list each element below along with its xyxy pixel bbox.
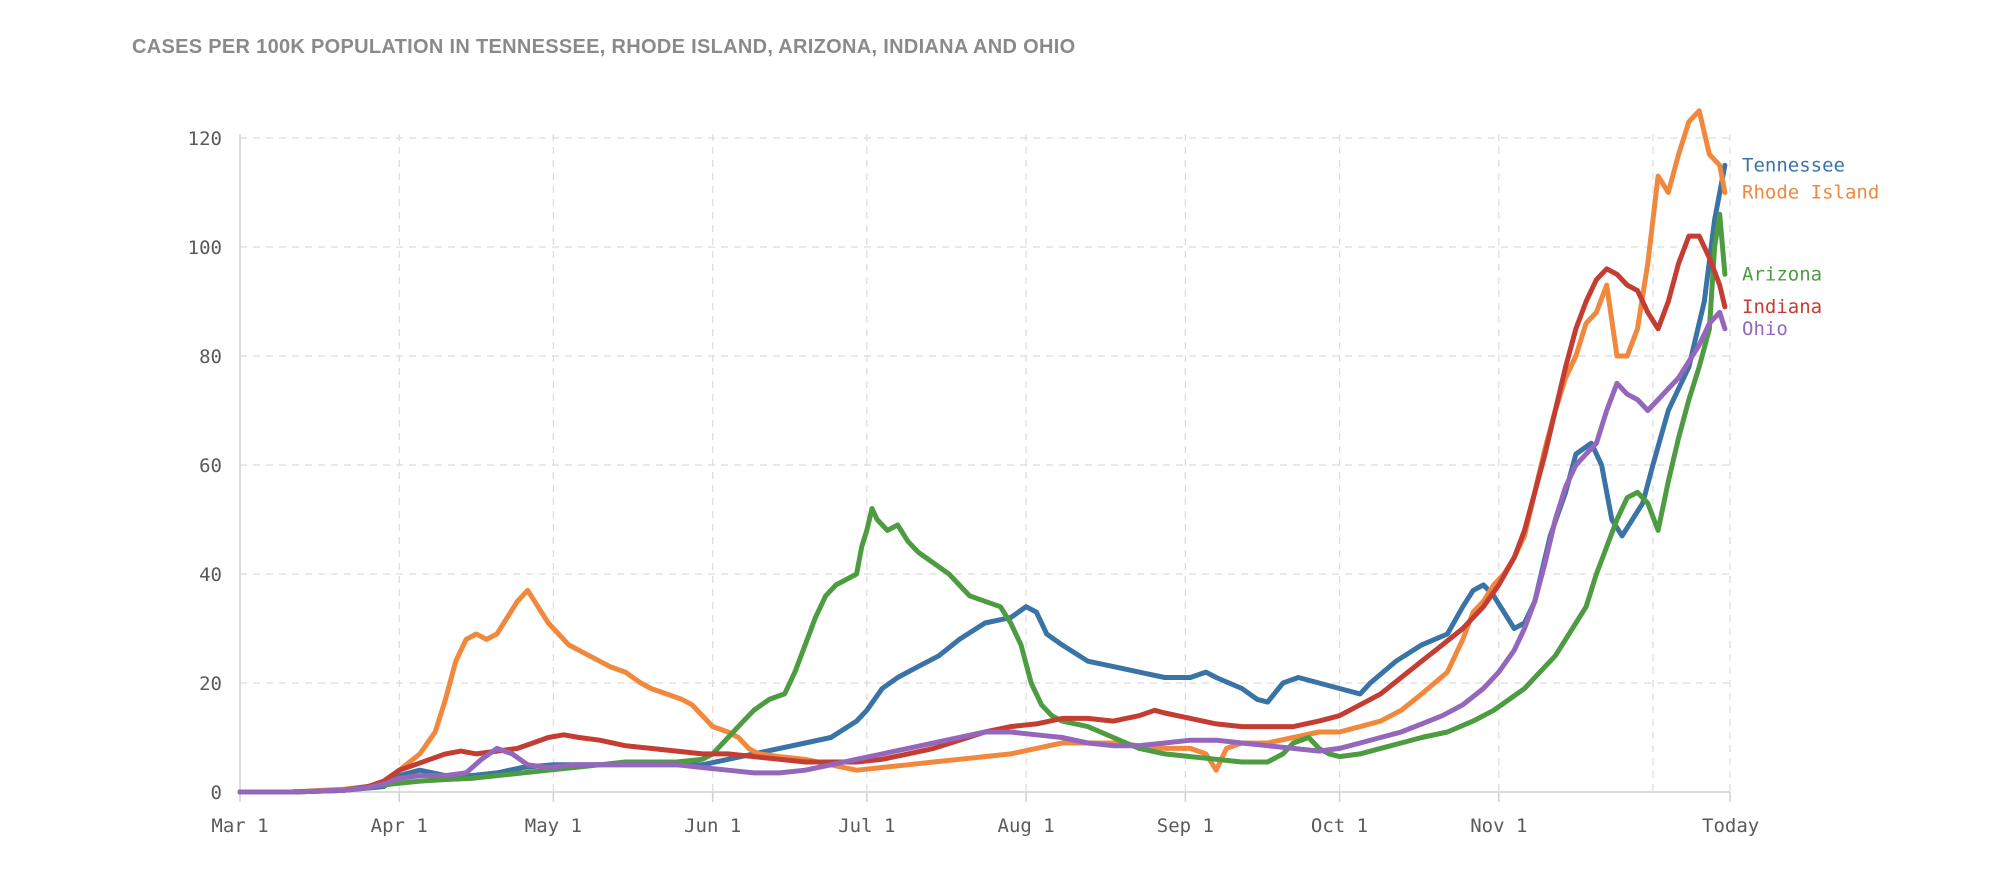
x-tick-label: Today <box>1702 815 1759 837</box>
legend-label-ohio: Ohio <box>1742 318 1788 340</box>
y-tick-label: 100 <box>188 237 222 259</box>
y-tick-label: 80 <box>199 346 222 368</box>
y-tick-label: 40 <box>199 564 222 586</box>
series-line-rhode-island <box>237 108 1728 795</box>
x-tick-label: Jun 1 <box>684 815 741 837</box>
legend-label-arizona: Arizona <box>1742 263 1822 285</box>
series-layer <box>237 108 1728 795</box>
series-line-indiana <box>237 233 1728 795</box>
legend-label-indiana: Indiana <box>1742 296 1822 318</box>
series-line-ohio <box>237 309 1728 795</box>
y-tick-label: 20 <box>199 673 222 695</box>
y-tick-label: 60 <box>199 455 222 477</box>
series-line-tennessee <box>237 162 1728 795</box>
x-tick-label: Oct 1 <box>1311 815 1368 837</box>
axis-layer: 0 20 40 60 80 100 120 Mar 1 Apr 1 May 1 Jun 1 Jul 1… <box>188 128 1760 837</box>
x-tick-label: Apr 1 <box>371 815 428 837</box>
x-tick-label: Nov 1 <box>1470 815 1527 837</box>
x-tick-label: Sep 1 <box>1157 815 1214 837</box>
grid-layer <box>240 134 1731 792</box>
x-tick-label: Jul 1 <box>838 815 895 837</box>
y-tick-label: 0 <box>211 782 222 804</box>
x-tick-label: Mar 1 <box>211 815 268 837</box>
chart-title: CASES PER 100K POPULATION IN TENNESSEE, … <box>132 36 1076 58</box>
x-tick-label: Aug 1 <box>998 815 1055 837</box>
legend-label-tennessee: Tennessee <box>1742 154 1845 176</box>
x-tick-label: May 1 <box>525 815 582 837</box>
series-line-arizona <box>237 211 1728 795</box>
legend-label-rhode-island: Rhode Island <box>1742 182 1879 204</box>
y-tick-label: 120 <box>188 128 222 150</box>
